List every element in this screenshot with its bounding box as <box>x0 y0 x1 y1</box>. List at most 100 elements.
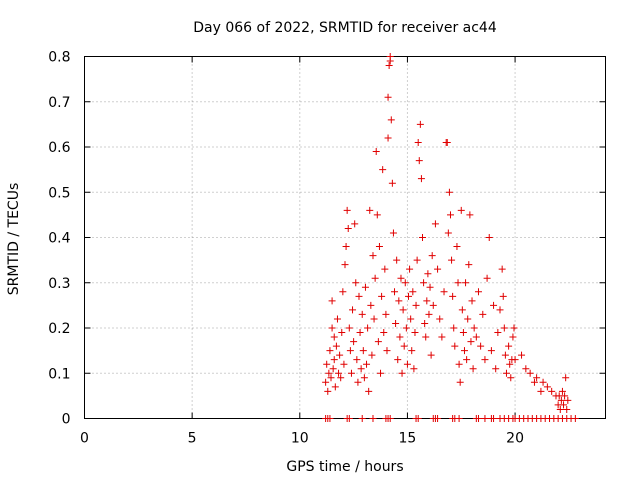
data-point <box>465 261 473 269</box>
data-point <box>509 333 517 341</box>
data-point <box>460 347 468 355</box>
data-point <box>419 234 427 241</box>
data-point <box>533 374 541 382</box>
data-point <box>366 206 374 214</box>
y-tick-label: 0.8 <box>48 50 70 66</box>
data-point <box>463 356 471 364</box>
x-axis-label: GPS time / hours <box>286 459 403 475</box>
y-tick-label: 0.3 <box>48 276 70 292</box>
data-point <box>490 415 498 422</box>
data-point <box>405 292 413 300</box>
x-tick-label: 20 <box>506 431 524 447</box>
data-point <box>370 315 378 323</box>
data-point <box>462 279 470 287</box>
data-point <box>360 374 368 382</box>
data-point <box>563 405 571 413</box>
data-point <box>420 279 428 287</box>
data-point <box>507 374 515 382</box>
data-point <box>505 342 513 350</box>
data-point <box>369 252 377 260</box>
data-point <box>355 292 363 300</box>
data-point <box>338 329 346 337</box>
data-point <box>464 315 472 323</box>
data-point <box>458 306 466 314</box>
data-point <box>377 369 385 377</box>
data-point <box>373 211 381 219</box>
data-point <box>368 351 376 359</box>
data-point <box>398 369 406 377</box>
data-point <box>474 415 482 422</box>
data-point <box>425 310 433 318</box>
data-point <box>407 315 415 323</box>
data-point <box>378 292 386 300</box>
data-point <box>477 342 485 350</box>
data-point <box>445 188 453 196</box>
data-point <box>502 369 510 377</box>
data-point <box>431 220 439 228</box>
data-point <box>474 288 482 296</box>
data-point <box>564 396 572 404</box>
data-point <box>329 365 337 373</box>
data-point <box>345 415 353 422</box>
data-point <box>424 270 432 278</box>
data-point <box>421 319 429 327</box>
data-point <box>448 256 456 264</box>
data-point <box>349 306 357 314</box>
data-point <box>485 234 493 241</box>
data-point <box>367 301 375 309</box>
data-point <box>556 405 564 413</box>
data-point <box>469 365 477 373</box>
data-point <box>401 279 409 287</box>
data-point <box>443 138 451 146</box>
chart-title: Day 066 of 2022, SRMTID for receiver ac4… <box>193 20 497 36</box>
data-point <box>571 415 579 422</box>
data-point <box>328 297 336 305</box>
data-point <box>434 265 442 273</box>
data-point <box>412 301 420 309</box>
data-point <box>530 378 538 386</box>
data-point <box>483 274 491 282</box>
data-point <box>386 415 394 422</box>
data-point <box>325 369 333 377</box>
data-point <box>456 378 464 386</box>
data-point <box>388 179 396 187</box>
data-point <box>548 387 556 395</box>
x-tick-label: 0 <box>80 431 89 447</box>
data-point <box>496 306 504 314</box>
data-point <box>339 288 347 296</box>
data-point <box>335 369 343 377</box>
data-point <box>345 324 353 332</box>
data-point <box>436 315 444 323</box>
data-point <box>427 351 435 359</box>
data-point <box>560 401 568 409</box>
data-point <box>387 116 395 124</box>
data-point <box>351 220 359 228</box>
data-point <box>392 319 400 327</box>
data-point <box>481 415 489 422</box>
data-point <box>490 301 498 309</box>
data-point <box>479 310 487 318</box>
data-point <box>374 338 382 346</box>
data-point <box>352 279 360 287</box>
data-point <box>539 378 547 386</box>
data-point <box>522 365 530 373</box>
data-point <box>395 297 403 305</box>
data-point <box>341 261 349 269</box>
y-axis-label: SRMTID / TECUs <box>6 183 22 296</box>
data-point <box>411 329 419 337</box>
data-point <box>470 324 478 332</box>
data-point <box>356 329 364 337</box>
data-point <box>358 310 366 318</box>
data-point <box>399 306 407 314</box>
data-point <box>410 365 418 373</box>
data-point <box>494 329 502 337</box>
data-point <box>346 347 354 355</box>
data-point <box>391 288 399 296</box>
x-tick-label: 15 <box>399 431 417 447</box>
data-point <box>557 396 565 404</box>
y-tick-label: 0.4 <box>48 231 70 247</box>
data-point <box>415 157 423 165</box>
data-point <box>402 324 410 332</box>
data-point <box>450 324 458 332</box>
